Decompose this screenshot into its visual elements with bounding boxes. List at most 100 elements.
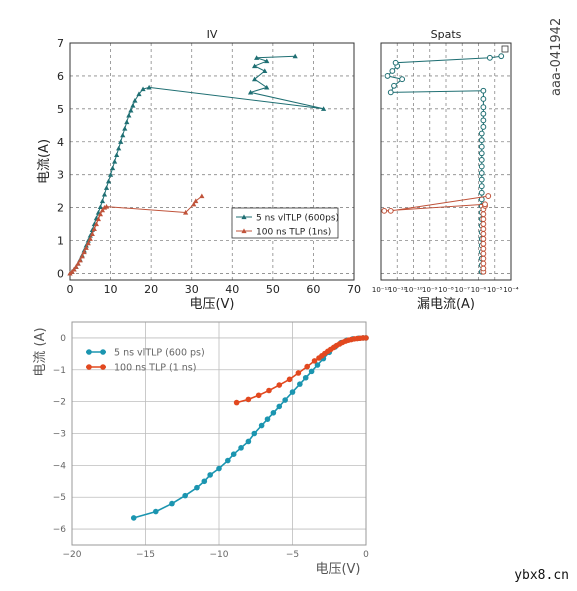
iv-data-point	[73, 264, 79, 269]
rev-y-tick-label: −6	[53, 525, 67, 535]
rev-x-tick-label: −15	[136, 550, 155, 560]
iv-legend-marker	[241, 214, 247, 220]
iv-data-point	[99, 207, 106, 213]
rev-data-point	[276, 382, 283, 388]
spats-data-point	[480, 110, 487, 117]
rev-x-tick-label: −10	[210, 550, 229, 560]
spats-data-point	[482, 201, 488, 208]
spats-data-point	[480, 211, 487, 218]
iv-data-point	[252, 76, 258, 82]
rev-data-point	[169, 500, 175, 507]
rev-data-point	[304, 363, 311, 370]
iv-data-point	[254, 55, 260, 60]
iv-data-point	[118, 139, 124, 144]
iv-data-point	[264, 84, 270, 90]
spats-data-point	[478, 130, 485, 137]
spats-x-tick-label: 10⁻⁴	[503, 286, 519, 294]
iv-y-tick-label: 1	[57, 235, 64, 248]
rev-legend-label: 5 ns vlTLP (600 ps)	[114, 348, 205, 359]
iv-data-point	[83, 245, 89, 250]
rev-data-point	[282, 397, 288, 403]
iv-data-point	[71, 266, 77, 272]
spats-data-point	[399, 76, 406, 83]
spats-data-point	[480, 231, 487, 237]
spats-x-tick-label: 10⁻⁵	[487, 286, 503, 294]
iv-data-point	[114, 152, 120, 157]
spats-data-point	[478, 163, 485, 170]
spats-x-tick-label: 10⁻¹²	[372, 286, 390, 294]
spats-data-point	[480, 96, 487, 102]
iv-y-tick-label: 3	[57, 169, 64, 182]
spats-data-point	[478, 156, 485, 163]
rev-data-point	[255, 392, 262, 399]
spats-data-point	[478, 183, 485, 190]
iv-data-point	[95, 216, 101, 222]
rev-data-point	[295, 370, 302, 376]
iv-legend: 5 ns vlTLP (600ps) 100 ns TLP (1ns)	[231, 207, 339, 239]
iv-data-point	[320, 106, 327, 111]
watermark: ybx8.cn	[514, 568, 569, 583]
iv-data-point	[116, 145, 122, 151]
figure-id-label: aaa-041942	[540, 14, 570, 104]
iv-data-point	[103, 203, 110, 209]
spats-x-axis-label: 漏电流(A)	[417, 296, 475, 312]
rev-data-point	[264, 416, 271, 422]
rev-y-tick-label: 0	[60, 334, 66, 344]
iv-y-tick-label: 2	[57, 202, 64, 215]
spats-data-point	[480, 104, 487, 111]
iv-data-point	[77, 257, 83, 263]
spats-data-point	[485, 193, 492, 199]
iv-data-point	[199, 193, 205, 199]
spats-plot-frame	[380, 42, 512, 281]
rev-data-point	[152, 508, 159, 515]
spats-data-point	[480, 265, 487, 272]
rev-legend-marker	[100, 349, 106, 355]
spats-data-point	[480, 124, 487, 130]
iv-y-tick-label: 4	[57, 136, 64, 149]
spats-data-point	[486, 54, 493, 61]
iv-x-tick-label: 50	[266, 283, 280, 296]
iv-data-point	[146, 84, 152, 90]
iv-y-axis-label: 电流(A)	[37, 139, 52, 184]
iv-x-tick-label: 70	[347, 283, 361, 296]
rev-data-point	[297, 381, 303, 387]
spats-data-point	[480, 87, 487, 94]
spats-data-point	[387, 89, 394, 96]
iv-data-point	[191, 201, 197, 207]
spats-x-tick-label: 10⁻¹¹	[388, 286, 406, 294]
iv-data-point	[128, 107, 134, 113]
iv-data-point	[91, 226, 97, 232]
rev-data-point	[363, 335, 369, 341]
spats-data-point	[480, 117, 487, 124]
iv-data-point	[247, 89, 254, 95]
spats-data-point	[480, 255, 487, 262]
iv-y-tick-label: 0	[57, 267, 64, 280]
iv-legend-marker	[241, 228, 247, 234]
iv-data-point	[99, 198, 106, 204]
iv-data-point	[85, 240, 91, 246]
iv-data-point	[110, 165, 116, 171]
iv-plot-frame	[69, 42, 355, 281]
rev-legend-label: 100 ns TLP (1 ns)	[114, 363, 196, 374]
spats-data-point	[478, 170, 485, 176]
spats-data-point	[389, 68, 396, 74]
iv-x-axis-label: 电压(V)	[189, 297, 234, 312]
rev-legend-marker	[100, 364, 106, 370]
spats-data-point	[480, 260, 487, 267]
rev-data-point	[289, 389, 296, 395]
rev-y-tick-label: −5	[53, 493, 66, 503]
iv-data-point	[79, 253, 85, 259]
iv-data-point	[262, 68, 268, 74]
rev-data-point	[245, 438, 252, 445]
rev-data-point	[266, 387, 272, 394]
iv-data-point	[120, 132, 126, 138]
rev-data-point	[238, 445, 244, 451]
rev-data-point	[225, 457, 231, 464]
iv-data-point	[292, 53, 298, 59]
rev-data-point	[308, 368, 315, 375]
iv-data-point	[112, 158, 118, 164]
iv-data-point	[101, 191, 108, 197]
spats-corner-marker	[501, 45, 509, 53]
